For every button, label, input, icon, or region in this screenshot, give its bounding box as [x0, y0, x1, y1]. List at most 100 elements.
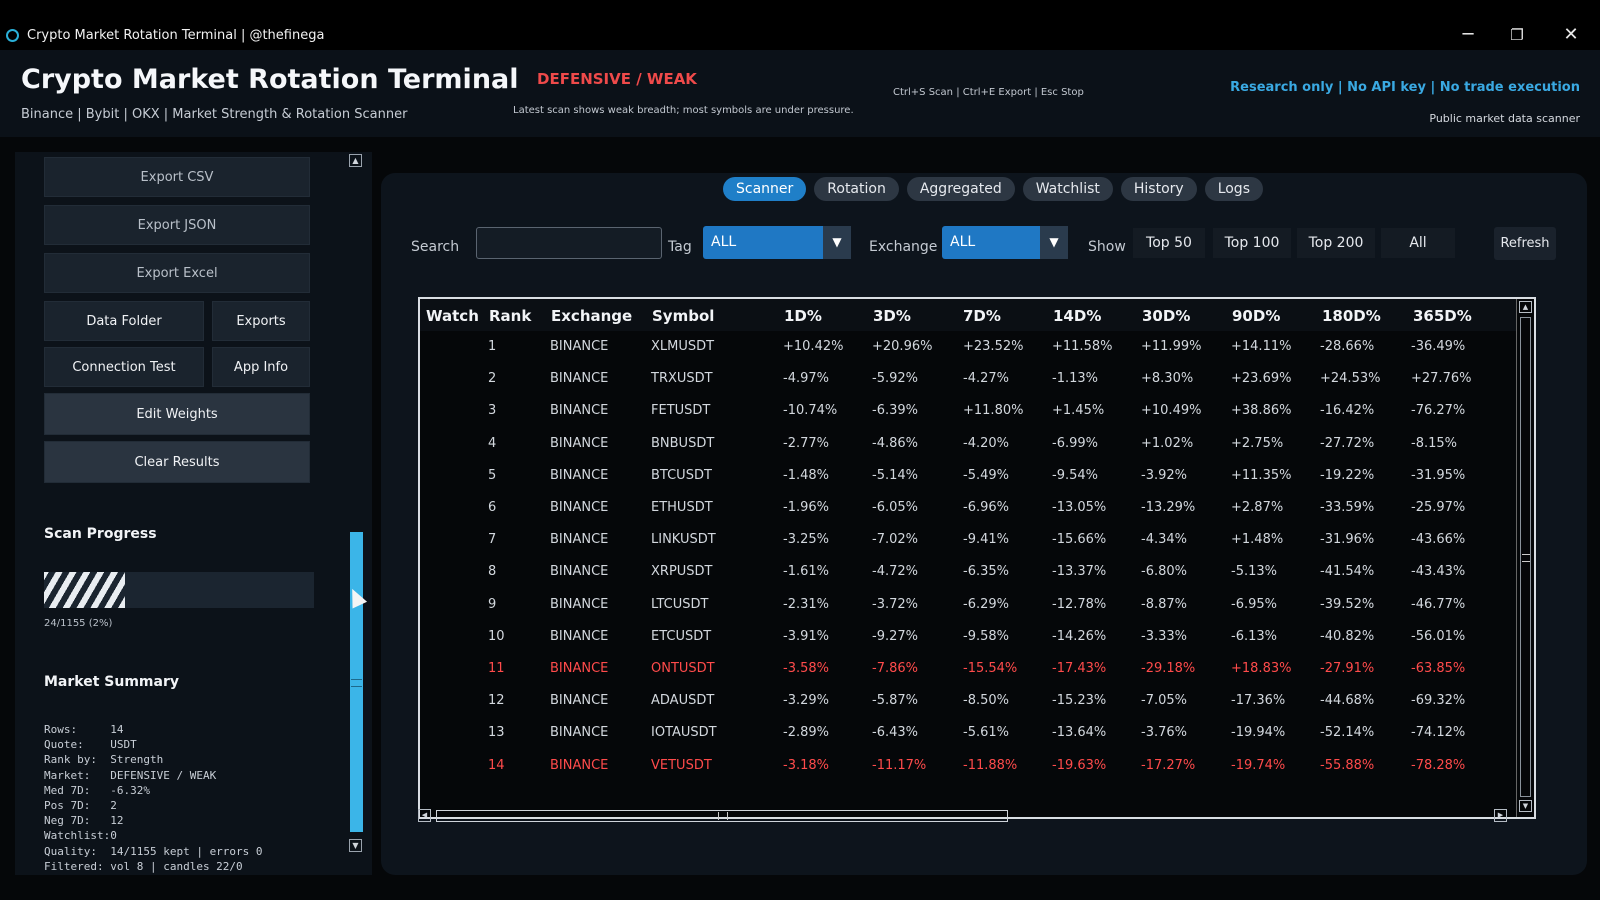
table-row[interactable]: 3 BINANCE FETUSDT -10.74% -6.39% +11.80% +1.45… [420, 395, 1518, 427]
export-excel-button[interactable]: Export Excel [44, 253, 310, 293]
cell-d90: -6.95% [1231, 596, 1277, 612]
tag-dropdown-value: ALL [711, 234, 737, 250]
summary-line: Quality: 14/1155 kept | errors 0 [44, 844, 263, 858]
cell-d14: -13.64% [1052, 725, 1107, 741]
restore-icon[interactable]: ❐ [1510, 26, 1524, 44]
cell-rank: 3 [488, 403, 497, 419]
tab-history[interactable]: History [1120, 177, 1197, 201]
window-titlebar: Crypto Market Rotation Terminal | @thefi… [0, 0, 1600, 50]
scroll-right-icon[interactable]: ▶ [1494, 809, 1507, 822]
cell-d180: +24.53% [1320, 371, 1381, 387]
cell-d90: +14.11% [1231, 339, 1292, 354]
column-header[interactable]: 1D% [784, 307, 822, 325]
main-panel: Scanner Rotation Aggregated Watchlist Histor… [381, 173, 1587, 875]
table-row[interactable]: 14 BINANCE VETUSDT -3.18% -11.17% -11.88% -19.… [420, 750, 1518, 782]
export-csv-button[interactable]: Export CSV [44, 157, 310, 197]
chevron-down-icon[interactable]: ▼ [1040, 226, 1068, 259]
cell-d14: -1.13% [1052, 371, 1098, 387]
cell-symbol: BNBUSDT [651, 435, 715, 451]
column-header[interactable]: 3D% [873, 307, 911, 325]
scroll-down-icon[interactable]: ▼ [349, 839, 362, 852]
show-top-50-button[interactable]: Top 50 [1133, 228, 1205, 258]
edit-weights-button[interactable]: Edit Weights [44, 393, 310, 435]
table-vertical-scrollbar[interactable]: ▲ ▼ [1516, 299, 1534, 817]
cell-d7: -15.54% [963, 661, 1018, 676]
cell-d180: -16.42% [1320, 403, 1375, 419]
tab-scanner[interactable]: Scanner [723, 177, 807, 201]
app-header: Crypto Market Rotation Terminal Binance … [0, 50, 1600, 137]
summary-line: Watchlist:0 [44, 829, 117, 843]
cell-d90: +38.86% [1231, 403, 1292, 419]
table-row[interactable]: 7 BINANCE LINKUSDT -3.25% -7.02% -9.41% -15.66… [420, 524, 1518, 556]
table-row[interactable]: 2 BINANCE TRXUSDT -4.97% -5.92% -4.27% -1.13% +… [420, 363, 1518, 395]
close-icon[interactable]: ✕ [1563, 24, 1579, 45]
app-logo-icon [6, 29, 19, 42]
scroll-up-icon[interactable]: ▲ [349, 154, 362, 167]
cell-d7: -6.96% [963, 500, 1009, 515]
tab-aggregated[interactable]: Aggregated [906, 177, 1015, 201]
table-row[interactable]: 11 BINANCE ONTUSDT -3.58% -7.86% -15.54% -17.4… [420, 653, 1518, 685]
search-input[interactable] [476, 227, 662, 259]
column-header[interactable]: 90D% [1232, 307, 1281, 325]
connection-test-button[interactable]: Connection Test [44, 347, 204, 387]
tab-rotation[interactable]: Rotation [814, 177, 899, 201]
table-row[interactable]: 4 BINANCE BNBUSDT -2.77% -4.86% -4.20% -6.99% +… [420, 428, 1518, 460]
column-header[interactable]: 30D% [1142, 307, 1191, 325]
table-row[interactable]: 6 BINANCE ETHUSDT -1.96% -6.05% -6.96% -13.05%… [420, 492, 1518, 524]
tag-dropdown[interactable]: ALL ▼ [703, 226, 851, 259]
table-hscroll-thumb[interactable] [436, 810, 1008, 822]
column-header[interactable]: 7D% [963, 307, 1001, 325]
cell-d365: -56.01% [1411, 628, 1466, 644]
table-vscroll-thumb[interactable] [1520, 317, 1531, 797]
cell-d90: -19.94% [1231, 725, 1286, 741]
cell-exchange: BINANCE [550, 564, 609, 580]
show-top-200-button[interactable]: Top 200 [1297, 228, 1375, 258]
table-row[interactable]: 1 BINANCE XLMUSDT +10.42% +20.96% +23.52% +11.… [420, 331, 1518, 363]
exports-button[interactable]: Exports [212, 301, 310, 341]
table-row[interactable]: 10 BINANCE ETCUSDT -3.91% -9.27% -9.58% -14.26… [420, 621, 1518, 653]
cell-d3: -11.17% [872, 757, 927, 773]
table-row[interactable]: 5 BINANCE BTCUSDT -1.48% -5.14% -5.49% -9.54% -… [420, 460, 1518, 492]
table-row[interactable]: 13 BINANCE IOTAUSDT -2.89% -6.43% -5.61% -13.6… [420, 717, 1518, 749]
cell-rank: 5 [488, 467, 497, 483]
cell-d7: +23.52% [963, 339, 1024, 354]
table-row[interactable]: 12 BINANCE ADAUSDT -3.29% -5.87% -8.50% -15.23… [420, 685, 1518, 717]
market-summary-title: Market Summary [44, 674, 179, 690]
scroll-down-icon[interactable]: ▼ [1519, 800, 1532, 812]
scroll-up-icon[interactable]: ▲ [1519, 301, 1532, 313]
cell-exchange: BINANCE [550, 596, 609, 612]
refresh-button[interactable]: Refresh [1494, 227, 1556, 260]
clear-results-button[interactable]: Clear Results [44, 441, 310, 483]
cell-d1: -3.58% [783, 661, 829, 676]
column-header[interactable]: 365D% [1413, 307, 1472, 325]
table-horizontal-scrollbar[interactable]: ◀ ▶ [418, 808, 1522, 824]
table-row[interactable]: 9 BINANCE LTCUSDT -2.31% -3.72% -6.29% -12.78%… [420, 589, 1518, 621]
data-folder-button[interactable]: Data Folder [44, 301, 204, 341]
tab-logs[interactable]: Logs [1204, 177, 1263, 201]
show-all-button[interactable]: All [1381, 228, 1455, 258]
table-row[interactable]: 8 BINANCE XRPUSDT -1.61% -4.72% -6.35% -13.37%… [420, 556, 1518, 588]
show-top-100-button[interactable]: Top 100 [1213, 228, 1291, 258]
minimize-icon[interactable]: ─ [1462, 24, 1474, 45]
exchange-dropdown[interactable]: ALL ▼ [942, 226, 1068, 259]
cell-d90: +18.83% [1231, 661, 1292, 676]
column-header[interactable]: 180D% [1322, 307, 1381, 325]
export-json-button[interactable]: Export JSON [44, 205, 310, 245]
column-header[interactable]: Watch [426, 307, 479, 325]
scroll-left-icon[interactable]: ◀ [418, 809, 431, 822]
sidebar-scrollbar[interactable]: ▲ ▼ [345, 152, 365, 875]
column-header[interactable]: Rank [489, 307, 532, 325]
sidebar-scroll-thumb[interactable] [350, 532, 363, 832]
column-header[interactable]: Exchange [551, 307, 633, 325]
cell-d90: +2.75% [1231, 435, 1284, 451]
column-header[interactable]: 14D% [1053, 307, 1102, 325]
column-header[interactable]: Symbol [652, 307, 715, 325]
app-info-button[interactable]: App Info [212, 347, 310, 387]
cell-d180: -40.82% [1320, 628, 1375, 644]
cell-d7: -11.88% [963, 757, 1018, 773]
cell-rank: 6 [488, 500, 497, 515]
tab-watchlist[interactable]: Watchlist [1022, 177, 1113, 201]
cell-d3: -6.39% [872, 403, 918, 419]
summary-line: Rank by: Strength [44, 753, 164, 767]
chevron-down-icon[interactable]: ▼ [823, 226, 851, 259]
